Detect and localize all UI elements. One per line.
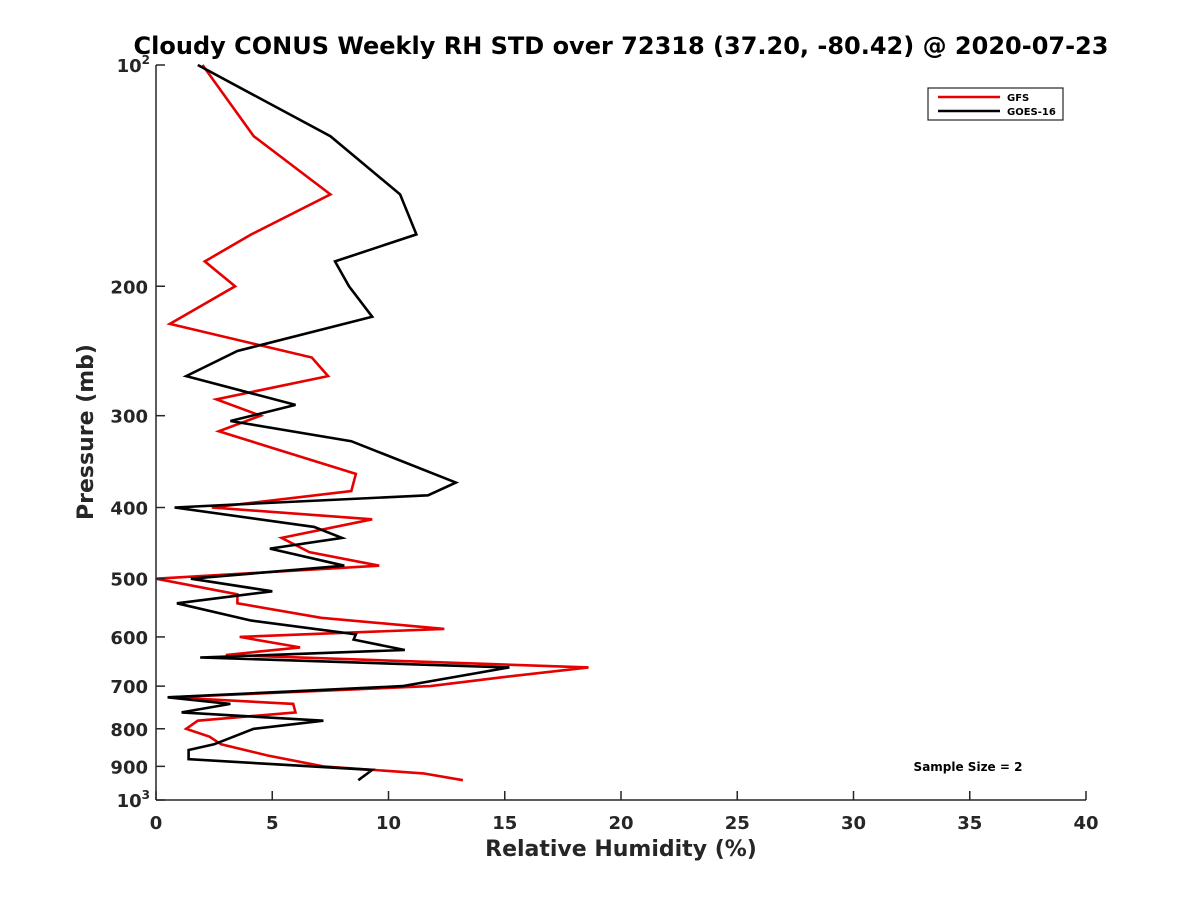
plot-area	[156, 65, 1086, 800]
y-tick-label: 800	[110, 720, 148, 741]
series-layer	[155, 63, 589, 782]
x-tick-label: 25	[725, 813, 750, 834]
x-tick-label: 15	[492, 813, 517, 834]
y-tick-label: 103	[117, 788, 150, 812]
x-tick-label: 5	[266, 813, 279, 834]
x-tick-label: 20	[608, 813, 633, 834]
y-tick-label: 600	[110, 628, 148, 649]
legend-label: GOES-16	[1007, 107, 1056, 118]
y-tick-label: 400	[110, 499, 148, 520]
series-line-goes-16	[167, 63, 510, 782]
y-tick-label: 200	[110, 277, 148, 298]
y-tick-label: 102	[117, 53, 150, 77]
x-ticks: 0 5 10 15 20 25 30 35 40	[150, 791, 1099, 834]
legend-items: GFS GOES-16	[938, 93, 1056, 118]
series-line-gfs	[155, 64, 589, 782]
y-axis-label: Pressure (mb)	[74, 344, 99, 520]
y-tick-label: 700	[110, 677, 148, 698]
x-tick-label: 30	[841, 813, 866, 834]
x-tick-label: 10	[376, 813, 401, 834]
chart-title: Cloudy CONUS Weekly RH STD over 72318 (3…	[134, 32, 1109, 60]
x-tick-label: 0	[150, 813, 163, 834]
sample-size-annotation: Sample Size = 2	[914, 760, 1023, 774]
y-tick-label: 500	[110, 570, 148, 591]
x-tick-label: 35	[957, 813, 982, 834]
y-ticks: 102 200 300 400 500 600 700 800 900 103	[110, 53, 165, 812]
y-tick-label: 300	[110, 407, 148, 428]
x-axis-label: Relative Humidity (%)	[485, 837, 757, 862]
legend: GFS GOES-16	[927, 87, 1064, 121]
legend-label: GFS	[1007, 93, 1029, 104]
y-tick-label: 900	[110, 757, 148, 778]
x-tick-label: 40	[1073, 813, 1098, 834]
legend-box	[927, 87, 1064, 121]
